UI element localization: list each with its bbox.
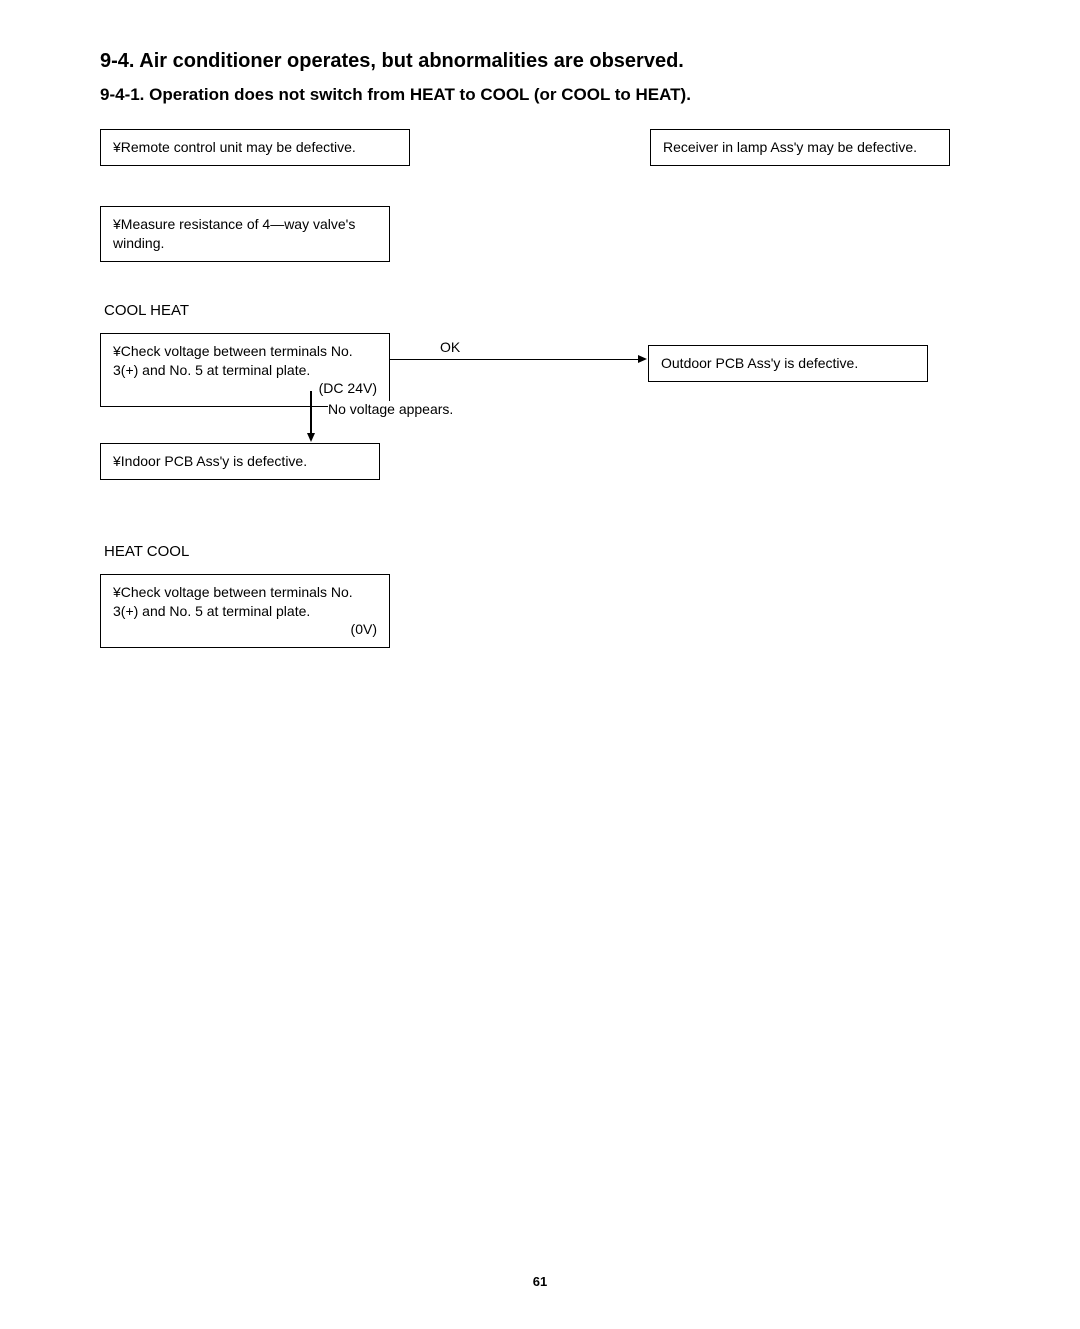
cool-heat-flow: ¥Check voltage between terminals No. 3(+… [100,333,980,503]
heat-cool-label: HEAT COOL [104,543,980,560]
box-measure-resistance: ¥Measure resistance of 4—way valve's win… [100,206,390,262]
row-check-voltage-heat: ¥Check voltage between terminals No. 3(+… [100,574,980,649]
arrow-ok-label: OK [440,339,460,355]
box-outdoor-defective: Outdoor PCB Ass'y is defective. [648,345,928,382]
box-check-voltage-heat: ¥Check voltage between terminals No. 3(+… [100,574,390,649]
box-indoor-defective: ¥Indoor PCB Ass'y is defective. [100,443,380,480]
box-receiver-defective: Receiver in lamp Ass'y may be defective. [650,129,950,166]
check-voltage-cool-text: ¥Check voltage between terminals No. 3(+… [113,343,353,378]
page-number: 61 [0,1274,1080,1289]
check-voltage-heat-value: (0V) [113,620,377,639]
box-remote-defective: ¥Remote control unit may be defective. [100,129,410,166]
check-voltage-heat-text: ¥Check voltage between terminals No. 3(+… [113,584,353,619]
arrow-ok-line [390,359,638,361]
row-remote-receiver: ¥Remote control unit may be defective. R… [100,129,950,166]
measure-resistance-text: ¥Measure resistance of 4—way valve's win… [113,216,355,251]
check-voltage-cool-value: (DC 24V) [113,379,377,398]
arrow-novoltage-label: No voltage appears. [328,401,453,417]
section-heading: 9-4. Air conditioner operates, but abnor… [100,50,980,73]
arrow-ok-head [638,355,647,363]
box-check-voltage-cool: ¥Check voltage between terminals No. 3(+… [100,333,390,408]
subsection-heading: 9-4-1. Operation does not switch from HE… [100,85,980,105]
row-measure-resistance: ¥Measure resistance of 4—way valve's win… [100,206,980,262]
arrow-novoltage-line [310,391,312,433]
cool-heat-label: COOL HEAT [104,302,980,319]
arrow-novoltage-head [307,433,315,442]
